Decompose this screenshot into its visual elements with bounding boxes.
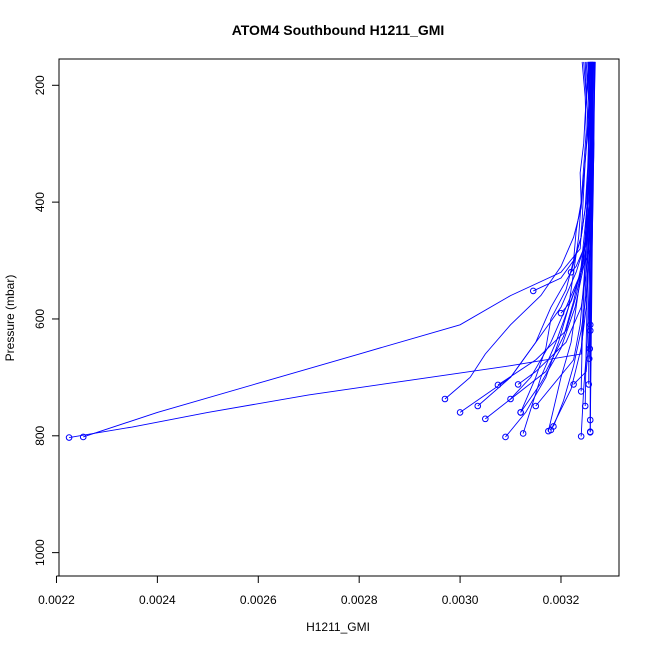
profile-point-24	[585, 355, 593, 362]
x-tick-label: 0.0028	[341, 593, 378, 607]
profile-line-1	[520, 61, 590, 413]
profile-point-28	[586, 428, 594, 436]
profile-point-19	[514, 381, 522, 388]
profile-point-31	[585, 381, 593, 388]
y-axis: 200 400 600 800 1000	[33, 75, 60, 566]
profile-point-4	[65, 434, 73, 441]
x-axis: 0.0022 0.0024 0.0026 0.0028 0.0030 0.0032	[38, 575, 580, 607]
profile-line-28	[589, 61, 595, 433]
y-tick-label: 800	[33, 425, 47, 445]
y-tick-label: 600	[33, 309, 47, 329]
x-tick-label: 0.0030	[442, 593, 479, 607]
profile-point-9	[494, 381, 502, 389]
y-axis-label: Pressure (mbar)	[3, 275, 17, 362]
profile-line-3	[83, 61, 591, 438]
profile-line-32	[560, 61, 594, 314]
profile-line-9	[497, 61, 591, 386]
profile-point-14	[570, 381, 577, 388]
profile-point-32	[557, 309, 565, 317]
profile-point-17	[550, 423, 557, 430]
chart-title: ATOM4 Southbound H1211_GMI	[232, 22, 445, 38]
profile-point-3	[79, 433, 87, 441]
profile-point-15	[577, 388, 585, 395]
plot-border	[58, 58, 620, 577]
profile-point-11	[532, 402, 540, 410]
y-tick-label: 400	[33, 192, 47, 212]
profile-point-13	[507, 395, 514, 403]
x-tick-label: 0.0022	[38, 593, 75, 607]
profile-point-18	[519, 430, 527, 437]
x-axis-label: H1211_GMI	[306, 620, 370, 634]
profile-point-2	[441, 395, 449, 403]
profile-line-13	[510, 61, 591, 400]
profile-line-31	[588, 61, 592, 385]
profile-line-30	[584, 61, 591, 407]
plot-frame	[58, 58, 620, 577]
profile-line-21	[533, 61, 591, 292]
x-tick-label: 0.0026	[240, 593, 277, 607]
x-tick-label: 0.0032	[543, 593, 580, 607]
profile-line-7	[520, 61, 595, 413]
profile-point-8	[482, 415, 489, 423]
profile-point-29	[586, 416, 594, 424]
profile-point-21	[529, 287, 537, 295]
profile-point-10	[577, 433, 585, 440]
profile-point-12	[474, 402, 482, 410]
x-tick-label: 0.0024	[139, 593, 176, 607]
profile-line-20	[547, 61, 590, 432]
profile-point-5	[502, 433, 509, 441]
y-tick-label: 200	[33, 75, 47, 95]
profile-point-33	[567, 268, 575, 276]
profile-point-26	[586, 345, 594, 353]
profile-point-16	[456, 409, 464, 416]
profile-point-20	[545, 427, 552, 435]
profile-point-7	[517, 409, 524, 416]
profile-line-19	[517, 61, 593, 385]
profile-point-30	[581, 402, 589, 410]
series-layer	[65, 61, 596, 441]
profile-line-33	[570, 61, 593, 273]
profile-line-16	[459, 61, 590, 413]
profile-line-4	[69, 61, 595, 438]
y-tick-label: 1000	[33, 539, 47, 566]
profile-line-2	[444, 61, 593, 400]
